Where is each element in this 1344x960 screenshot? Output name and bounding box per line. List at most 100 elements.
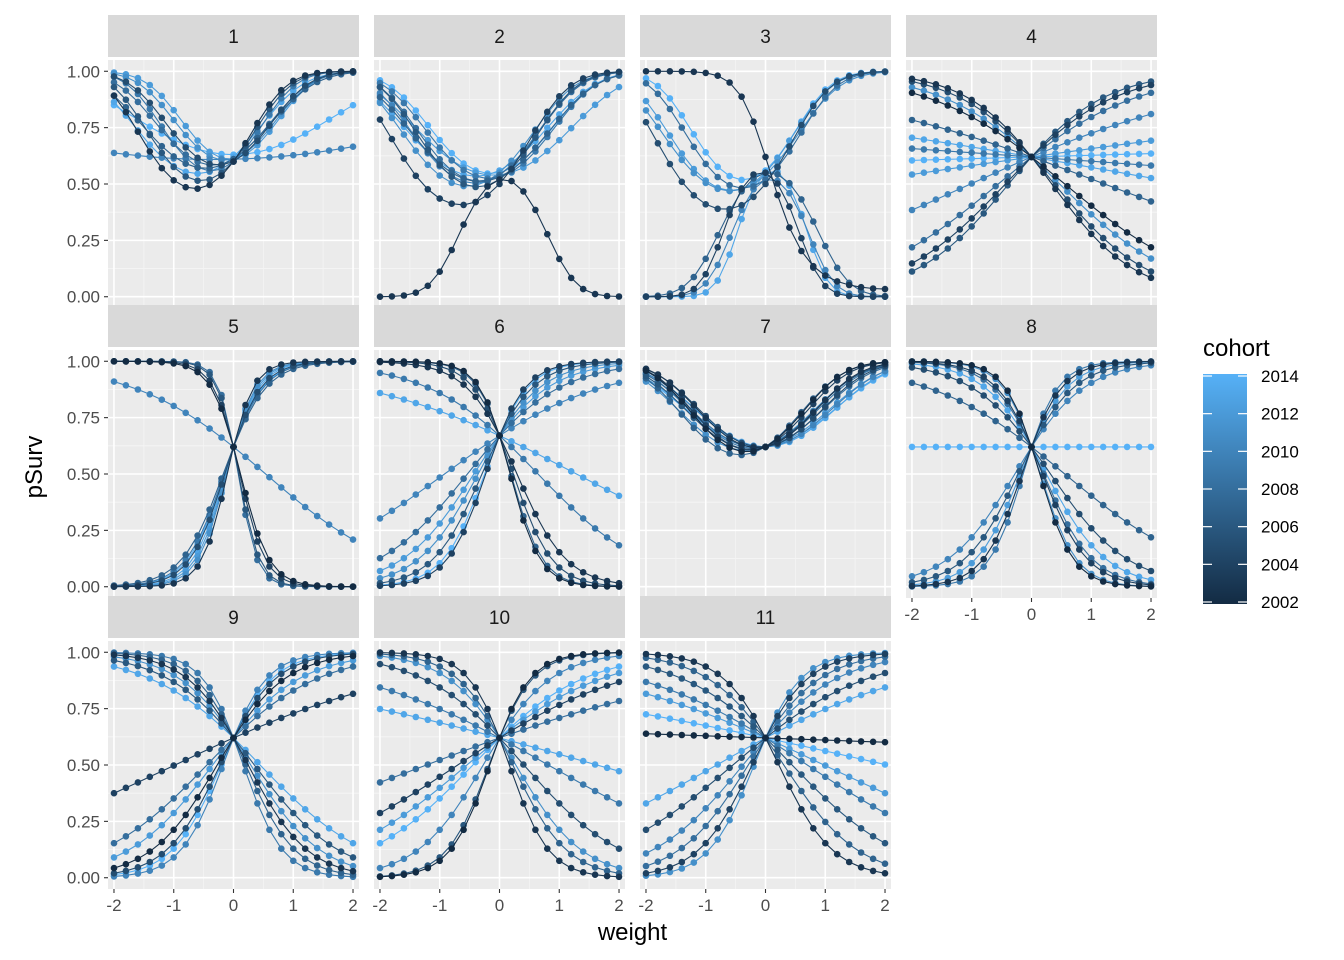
data-point [1052,477,1059,485]
data-point [603,69,611,76]
data-point [325,358,333,365]
data-point [615,583,623,590]
data-point [642,367,650,375]
data-point [544,372,551,380]
data-point [980,174,987,182]
data-point [980,192,987,200]
x-tick-label: 0 [1027,605,1036,624]
data-point [158,92,166,100]
data-point [182,160,189,167]
data-point [920,146,928,153]
data-point [1088,364,1095,371]
data-point [1076,192,1083,200]
data-point [666,160,674,168]
data-point [484,410,491,418]
data-point [325,116,333,123]
data-point [242,716,249,724]
data-point [388,372,396,379]
data-point [520,188,527,195]
data-point [194,751,201,758]
data-point [615,649,623,656]
data-point [170,826,177,834]
data-point [337,109,345,116]
data-point [1135,193,1143,201]
data-point [738,772,745,779]
data-point [170,795,177,802]
data-point [1135,85,1143,92]
data-point [436,474,444,481]
data-point [218,161,225,169]
data-point [798,196,805,203]
data-point [194,781,201,788]
data-point [556,93,563,100]
data-point [845,661,853,668]
series-cohort-2002 [376,649,623,881]
data-point [654,140,662,147]
data-point [206,684,213,691]
data-point [968,155,975,162]
data-point [472,475,479,483]
data-point [881,68,889,75]
data-point [1111,245,1119,252]
data-point [1064,383,1071,390]
data-point [822,747,829,755]
data-point [920,261,928,269]
data-point [388,687,396,695]
data-point [579,682,587,689]
data-point [567,652,575,660]
data-point [726,251,733,258]
data-point [146,858,154,866]
data-point [1147,268,1155,275]
data-point [254,154,261,162]
data-point [349,101,357,109]
data-point [980,563,987,570]
data-point [1076,113,1083,120]
data-point [579,707,587,714]
data-point [400,796,408,803]
data-point [1016,467,1023,475]
data-point [932,369,940,376]
data-point [388,833,396,840]
data-point [1040,142,1047,149]
data-point [750,183,757,190]
facet-strip [906,15,1157,57]
data-point [798,234,805,242]
data-point [603,673,611,680]
x-tick-label: 1 [555,896,564,915]
data-point [412,545,420,553]
data-point [1123,88,1131,96]
data-point [218,405,225,413]
data-point [726,719,733,726]
data-point [544,694,551,702]
data-point [290,833,297,841]
data-point [400,131,408,138]
data-point [412,289,420,297]
data-point [472,774,479,782]
data-point [702,179,709,187]
legend-label: 2004 [1261,555,1299,574]
y-tick-label: 0.25 [67,521,100,540]
data-point [1147,255,1155,262]
data-point [678,865,686,872]
data-point [182,168,189,176]
data-point [170,153,177,160]
data-point [412,696,420,703]
data-point [857,677,865,685]
data-point [460,180,467,188]
data-point [642,711,650,718]
data-point [603,358,611,366]
data-point [412,558,420,565]
data-point [313,69,321,77]
data-point [460,416,467,424]
data-point [424,161,432,169]
data-point [567,360,575,368]
data-point [412,147,420,154]
series-cohort-2008 [376,365,623,562]
data-point [376,582,384,590]
data-point [254,538,261,545]
data-point [290,795,297,802]
data-point [1052,173,1059,180]
data-point [337,654,345,661]
data-point [313,869,321,876]
data-point [944,372,952,380]
